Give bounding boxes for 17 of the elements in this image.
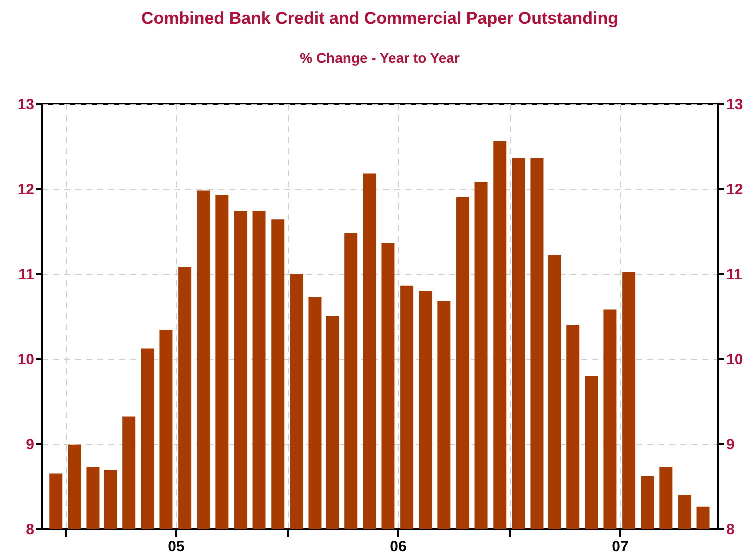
- y-tick-label: 12: [18, 182, 34, 198]
- chart-title: Combined Bank Credit and Commercial Paper Outstanding: [141, 9, 619, 28]
- y2-tick-label: 8: [726, 522, 735, 538]
- y2-tick-label: 13: [726, 96, 744, 114]
- chart-subtitle: % Change - Year to Year: [300, 50, 460, 66]
- x-tick-label: 06: [390, 538, 407, 556]
- y-tick-label: 11: [18, 266, 34, 284]
- x-tick-label: 05: [168, 538, 185, 556]
- y2-tick-label: 12: [726, 182, 744, 198]
- y2-tick-label: 10: [726, 352, 744, 368]
- y-tick-label: 13: [18, 96, 34, 114]
- y-tick-label: 9: [26, 436, 34, 454]
- y-tick-label: 8: [26, 522, 34, 538]
- y2-tick-label: 9: [726, 436, 735, 454]
- y-tick-label: 10: [18, 352, 34, 368]
- y2-tick-label: 11: [726, 266, 742, 284]
- x-tick-label: 07: [612, 538, 629, 556]
